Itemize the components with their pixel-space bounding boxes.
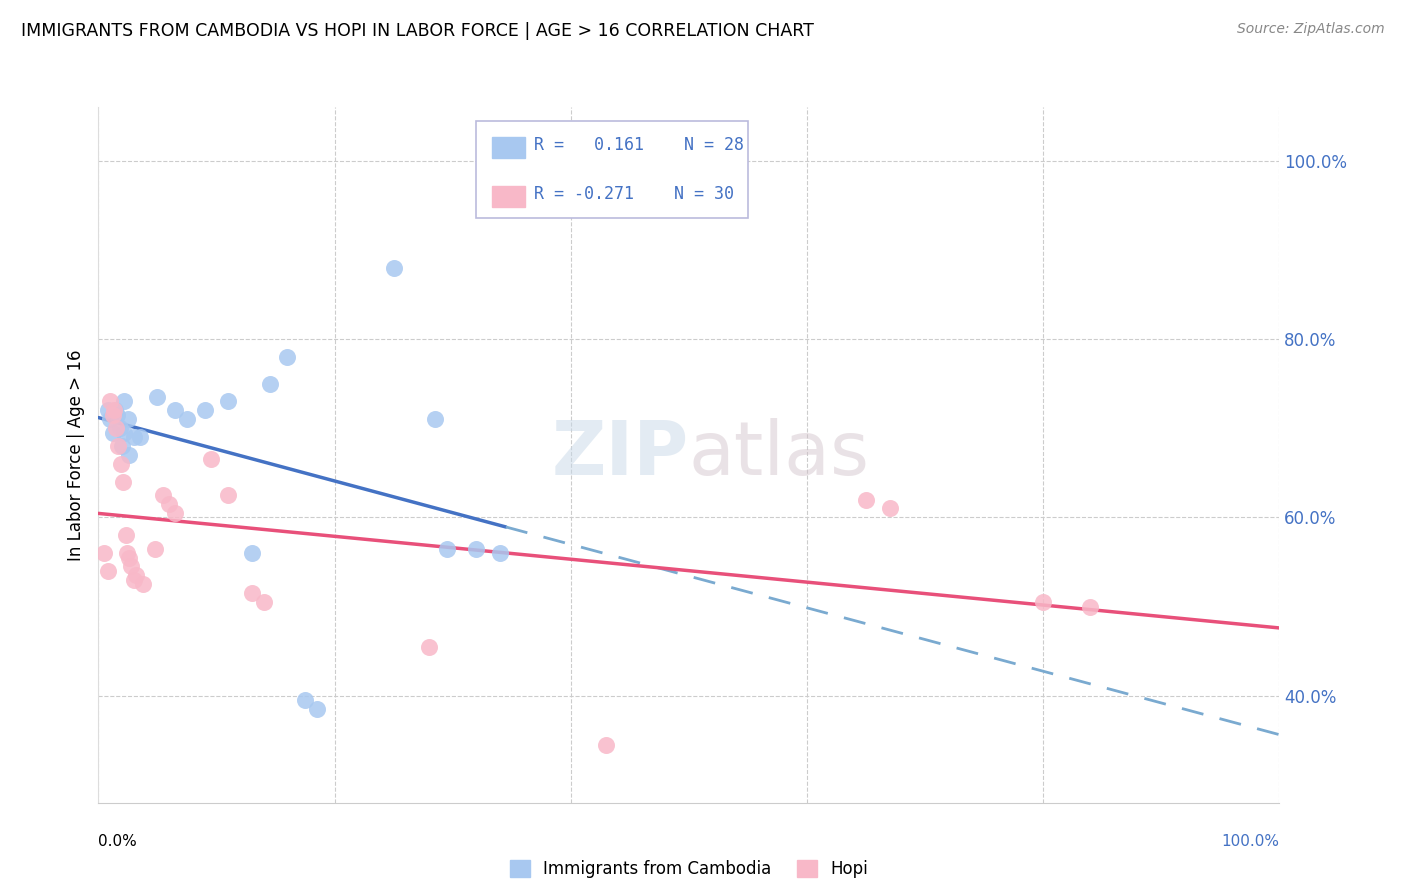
Point [107,439,129,453]
Point [165,506,187,520]
Point [122,573,145,587]
Point [121,559,143,574]
Point [128,430,150,444]
Point [489,546,512,560]
FancyBboxPatch shape [492,137,524,158]
Text: 0.0%: 0.0% [98,834,138,849]
Point [217,488,239,502]
Point [165,403,187,417]
Point [112,425,135,440]
Point [253,595,276,609]
Point [418,640,440,654]
Point [1032,595,1054,609]
Point [146,390,169,404]
Point [103,403,125,417]
Point [240,546,263,560]
Text: 100.0%: 100.0% [1222,834,1279,849]
Point [200,452,222,467]
Point [879,501,901,516]
Point [97,564,120,578]
FancyBboxPatch shape [492,186,524,207]
Point [382,260,405,275]
Point [115,546,138,560]
Point [112,394,135,409]
Point [1080,599,1102,614]
Point [132,577,155,591]
Point [436,541,458,556]
Point [105,421,128,435]
Point [294,693,316,707]
Point [125,568,148,582]
Point [104,403,127,417]
Point [194,403,217,417]
Point [276,350,298,364]
Point [259,376,281,391]
Point [108,421,131,435]
Point [117,412,139,426]
Point [595,738,617,752]
Point [118,448,141,462]
Text: R =   0.161    N = 28: R = 0.161 N = 28 [534,136,744,154]
Point [305,702,328,716]
Legend: Immigrants from Cambodia, Hopi: Immigrants from Cambodia, Hopi [503,854,875,885]
Point [97,403,120,417]
Point [157,497,180,511]
Point [101,408,124,422]
Point [105,408,128,422]
Point [98,412,121,426]
Point [152,488,174,502]
Text: atlas: atlas [689,418,870,491]
Point [93,546,115,560]
Point [101,425,124,440]
Point [122,430,145,444]
Text: R = -0.271    N = 30: R = -0.271 N = 30 [534,185,734,203]
Text: Source: ZipAtlas.com: Source: ZipAtlas.com [1237,22,1385,37]
Point [240,586,263,600]
Point [423,412,446,426]
Text: ZIP: ZIP [551,418,689,491]
Point [465,541,488,556]
Point [176,412,198,426]
Point [118,550,141,565]
Text: IMMIGRANTS FROM CAMBODIA VS HOPI IN LABOR FORCE | AGE > 16 CORRELATION CHART: IMMIGRANTS FROM CAMBODIA VS HOPI IN LABO… [21,22,814,40]
Point [217,394,239,409]
Point [112,475,135,489]
Y-axis label: In Labor Force | Age > 16: In Labor Force | Age > 16 [66,349,84,561]
Point [110,457,132,471]
Point [114,528,136,542]
Point [98,394,121,409]
Point [143,541,166,556]
Point [111,439,134,453]
FancyBboxPatch shape [477,121,748,219]
Point [855,492,877,507]
